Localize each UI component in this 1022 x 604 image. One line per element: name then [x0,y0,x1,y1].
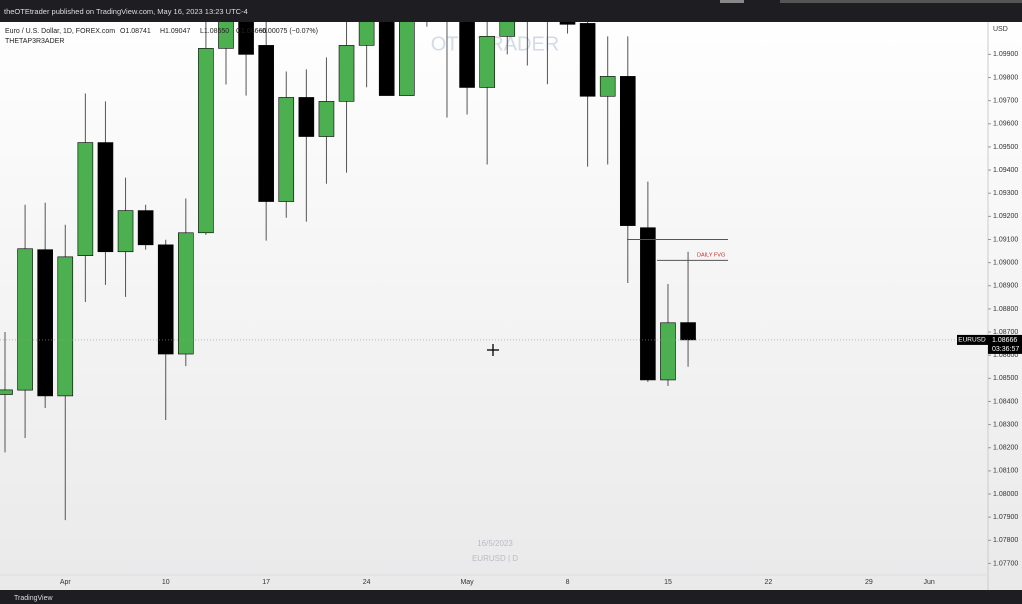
y-tick-label: 1.07900 [993,514,1018,521]
candle-body [579,23,596,97]
x-tick-label: 8 [566,579,570,586]
subtitle: THETAP3R3ADER [5,38,64,45]
y-tick-label: 1.08600 [993,352,1018,359]
ohlc: L1.08550 [200,28,229,35]
crosshair [487,344,499,356]
y-tick-label: 1.08000 [993,491,1018,498]
x-tick-label: 17 [262,579,270,586]
candle-body [680,322,696,341]
symbol-watermark: EURUSD | D [472,554,518,563]
candle-body [298,97,315,137]
x-tick-label: 10 [162,579,170,586]
candle-body [157,244,174,355]
y-tick-label: 1.08400 [993,398,1018,405]
ohlc: H1.09047 [160,28,190,35]
y-tick-label: 1.09000 [993,259,1018,266]
x-tick-label: Apr [60,579,72,586]
candle-body [0,389,13,395]
x-tick-label: May [460,579,474,586]
y-tick-label: 1.08100 [993,468,1018,475]
fvg-label: DAILY FVG [697,252,725,258]
candle-body [479,36,495,88]
candle-body [137,210,154,246]
candle-body [660,322,676,381]
y-tick-label: 1.08900 [993,283,1018,290]
candle-body [117,210,134,253]
y-tick-label: 1.09900 [993,51,1018,58]
y-tick-label: 1.07800 [993,537,1018,544]
candle-body [77,142,94,256]
candle-body [398,22,415,96]
x-tick-label: 24 [363,579,371,586]
y-tick-label: 1.08700 [993,329,1018,336]
symbol-label: EURUSD [958,337,986,344]
date-watermark: 16/5/2023 [477,539,513,548]
candle-body [17,248,33,391]
price-label: 1.08666 [992,337,1017,344]
candle-body [640,227,656,381]
countdown: 03:36:57 [992,346,1019,353]
x-tick-label: 15 [664,579,672,586]
y-tick-label: 1.08200 [993,445,1018,452]
x-tick-label: 22 [765,579,773,586]
y-tick-label: 1.09500 [993,144,1018,151]
y-tick-label: 1.09800 [993,74,1018,81]
y-tick-label: 1.08800 [993,306,1018,313]
y-tick-label: 1.09200 [993,213,1018,220]
candle-body [338,45,355,102]
y-tick-label: 1.09100 [993,236,1018,243]
price-tag [988,334,1022,354]
candle-body [599,76,616,97]
y-tick-label: 1.09300 [993,190,1018,197]
candle-body [619,76,636,226]
footer-bar [0,590,1022,604]
candle-body [318,101,335,137]
candle-body [198,48,214,234]
publisher: theOTEtrader published on TradingView.co… [4,7,248,16]
candle-body [559,22,576,25]
x-tick-label: Jun [923,579,934,586]
candle-body [258,45,274,202]
ohlc: −0.00075 (−0.07%) [258,28,318,35]
ohlc: C1.08666 [236,28,266,35]
y-tick-label: 1.08300 [993,421,1018,428]
chart-title: Euro / U.S. Dollar, 1D, FOREX.com [5,28,115,35]
candle-body [57,256,74,397]
candle-body [278,97,295,202]
top-control [720,0,744,3]
ohlc: O1.08741 [120,28,151,35]
y-tick-label: 1.08500 [993,375,1018,382]
candle-body [378,22,395,96]
currency: USD [993,26,1008,33]
y-tick-label: 1.09400 [993,167,1018,174]
footer: TradingView [14,595,53,602]
candle-body [499,22,516,37]
candle-body [97,142,114,253]
watermark: OTE TRADER [431,33,560,55]
candle-body [37,249,53,397]
candle-body [358,22,375,46]
symbol-tag [957,334,988,345]
x-tick-label: 29 [865,579,873,586]
top-bar [0,0,1022,22]
candles [0,22,696,521]
y-tick-label: 1.09600 [993,121,1018,128]
candle-body [178,232,194,355]
candle-body [459,22,475,88]
candle-body [238,22,254,55]
candle-body [218,22,234,49]
y-tick-label: 1.07700 [993,560,1018,567]
y-tick-label: 1.09700 [993,98,1018,105]
top-control [780,0,1022,3]
